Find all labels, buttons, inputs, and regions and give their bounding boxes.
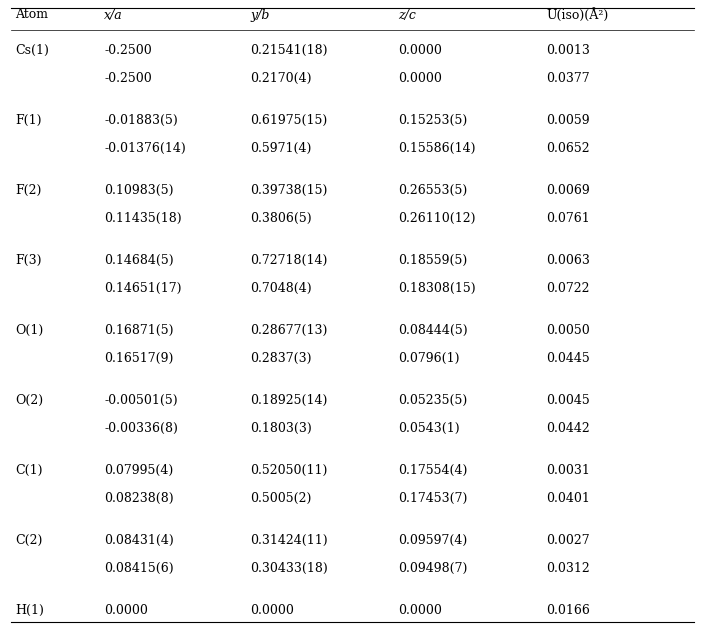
Text: 0.0000: 0.0000 [398, 71, 442, 84]
Text: 0.0312: 0.0312 [546, 561, 590, 575]
Text: 0.0013: 0.0013 [546, 43, 590, 57]
Text: 0.08238(8): 0.08238(8) [104, 491, 174, 505]
Text: 0.15253(5): 0.15253(5) [398, 113, 467, 127]
Text: -0.00501(5): -0.00501(5) [104, 394, 178, 406]
Text: 0.0031: 0.0031 [546, 464, 590, 476]
Text: -0.2500: -0.2500 [104, 43, 152, 57]
Text: 0.0445: 0.0445 [546, 352, 590, 365]
Text: F(1): F(1) [16, 113, 42, 127]
Text: 0.09498(7): 0.09498(7) [398, 561, 467, 575]
Text: 0.0050: 0.0050 [546, 323, 590, 336]
Text: 0.16517(9): 0.16517(9) [104, 352, 173, 365]
Text: 0.0796(1): 0.0796(1) [398, 352, 460, 365]
Text: 0.0166: 0.0166 [546, 604, 590, 617]
Text: 0.28677(13): 0.28677(13) [250, 323, 328, 336]
Text: 0.0652: 0.0652 [546, 142, 590, 154]
Text: x/a: x/a [104, 8, 123, 21]
Text: 0.14651(17): 0.14651(17) [104, 282, 182, 294]
Text: C(1): C(1) [16, 464, 43, 476]
Text: 0.10983(5): 0.10983(5) [104, 183, 174, 197]
Text: Atom: Atom [16, 8, 49, 21]
Text: 0.17554(4): 0.17554(4) [398, 464, 467, 476]
Text: 0.08444(5): 0.08444(5) [398, 323, 468, 336]
Text: 0.0045: 0.0045 [546, 394, 590, 406]
Text: F(3): F(3) [16, 253, 42, 266]
Text: 0.05235(5): 0.05235(5) [398, 394, 467, 406]
Text: 0.0069: 0.0069 [546, 183, 590, 197]
Text: Cs(1): Cs(1) [16, 43, 49, 57]
Text: 0.0000: 0.0000 [398, 43, 442, 57]
Text: -0.01883(5): -0.01883(5) [104, 113, 178, 127]
Text: y/b: y/b [250, 8, 269, 21]
Text: -0.01376(14): -0.01376(14) [104, 142, 186, 154]
Text: 0.0000: 0.0000 [104, 604, 148, 617]
Text: 0.26110(12): 0.26110(12) [398, 212, 476, 224]
Text: 0.08431(4): 0.08431(4) [104, 534, 174, 546]
Text: 0.72718(14): 0.72718(14) [250, 253, 328, 266]
Text: 0.30433(18): 0.30433(18) [250, 561, 328, 575]
Text: U(iso)(Å²): U(iso)(Å²) [546, 8, 608, 22]
Text: -0.2500: -0.2500 [104, 71, 152, 84]
Text: F(2): F(2) [16, 183, 42, 197]
Text: 0.0401: 0.0401 [546, 491, 590, 505]
Text: 0.16871(5): 0.16871(5) [104, 323, 174, 336]
Text: 0.0442: 0.0442 [546, 421, 590, 435]
Text: 0.2837(3): 0.2837(3) [250, 352, 312, 365]
Text: z/c: z/c [398, 8, 416, 21]
Text: 0.14684(5): 0.14684(5) [104, 253, 174, 266]
Text: 0.1803(3): 0.1803(3) [250, 421, 312, 435]
Text: O(2): O(2) [16, 394, 44, 406]
Text: 0.0059: 0.0059 [546, 113, 590, 127]
Text: O(1): O(1) [16, 323, 44, 336]
Text: 0.21541(18): 0.21541(18) [250, 43, 328, 57]
Text: 0.0027: 0.0027 [546, 534, 590, 546]
Text: 0.0063: 0.0063 [546, 253, 590, 266]
Text: 0.15586(14): 0.15586(14) [398, 142, 476, 154]
Text: 0.11435(18): 0.11435(18) [104, 212, 182, 224]
Text: 0.3806(5): 0.3806(5) [250, 212, 312, 224]
Text: 0.09597(4): 0.09597(4) [398, 534, 467, 546]
Text: 0.7048(4): 0.7048(4) [250, 282, 312, 294]
Text: 0.26553(5): 0.26553(5) [398, 183, 467, 197]
Text: 0.0377: 0.0377 [546, 71, 590, 84]
Text: -0.00336(8): -0.00336(8) [104, 421, 178, 435]
Text: 0.08415(6): 0.08415(6) [104, 561, 174, 575]
Text: 0.5971(4): 0.5971(4) [250, 142, 312, 154]
Text: 0.31424(11): 0.31424(11) [250, 534, 328, 546]
Text: 0.39738(15): 0.39738(15) [250, 183, 328, 197]
Text: C(2): C(2) [16, 534, 43, 546]
Text: 0.0000: 0.0000 [250, 604, 294, 617]
Text: 0.18308(15): 0.18308(15) [398, 282, 476, 294]
Text: 0.61975(15): 0.61975(15) [250, 113, 328, 127]
Text: 0.0543(1): 0.0543(1) [398, 421, 460, 435]
Text: 0.2170(4): 0.2170(4) [250, 71, 312, 84]
Text: 0.52050(11): 0.52050(11) [250, 464, 328, 476]
Text: 0.0761: 0.0761 [546, 212, 590, 224]
Text: H(1): H(1) [16, 604, 44, 617]
Text: 0.07995(4): 0.07995(4) [104, 464, 173, 476]
Text: 0.5005(2): 0.5005(2) [250, 491, 312, 505]
Text: 0.18559(5): 0.18559(5) [398, 253, 467, 266]
Text: 0.18925(14): 0.18925(14) [250, 394, 328, 406]
Text: 0.17453(7): 0.17453(7) [398, 491, 467, 505]
Text: 0.0722: 0.0722 [546, 282, 590, 294]
Text: 0.0000: 0.0000 [398, 604, 442, 617]
